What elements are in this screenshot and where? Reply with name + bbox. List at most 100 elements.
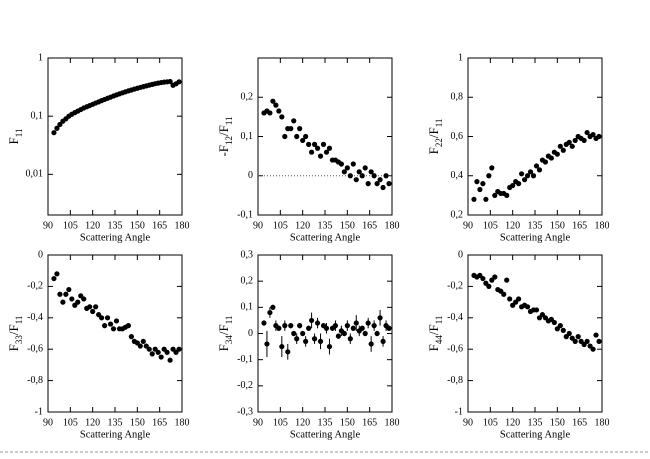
data-point — [270, 98, 276, 104]
x-tick-label: 120 — [85, 417, 100, 428]
y-tick-label: 0 — [248, 170, 253, 181]
data-point — [341, 169, 347, 175]
data-point — [314, 320, 321, 326]
data-point — [368, 341, 374, 347]
y-axis-label: F34/F11 — [216, 316, 234, 352]
data-point — [383, 173, 389, 179]
data-point — [590, 346, 596, 352]
data-point — [110, 326, 117, 332]
data-point — [300, 330, 306, 337]
data-point — [356, 169, 362, 175]
x-tick-label: 90 — [253, 417, 263, 428]
data-point — [344, 323, 350, 329]
data-point — [320, 141, 327, 147]
data-point — [90, 308, 96, 315]
x-tick-label: 120 — [295, 417, 310, 428]
y-tick-label: -0,3 — [237, 406, 253, 417]
data-point — [309, 317, 315, 324]
data-point — [347, 336, 353, 342]
data-point — [504, 277, 510, 283]
y-tick-label: 0,1 — [241, 302, 254, 313]
y-label-subscript: 11 — [14, 129, 24, 138]
data-point — [66, 286, 72, 293]
x-tick-label: 105 — [63, 220, 78, 231]
y-label-subscript: 11 — [434, 119, 444, 128]
x-tick-label: 120 — [505, 220, 520, 231]
data-point — [521, 177, 528, 183]
plot-frame — [47, 254, 183, 413]
y-tick-label: -0,2 — [447, 281, 463, 292]
y-label-part: F — [6, 344, 21, 351]
y-axis-label: F33/F11 — [6, 316, 24, 352]
data-point — [486, 283, 492, 289]
x-tick-label: 105 — [483, 220, 498, 231]
data-point — [344, 165, 350, 171]
data-point — [125, 323, 131, 329]
data-point — [575, 334, 581, 340]
y-tick-label: 0,01 — [26, 169, 44, 180]
data-point — [176, 346, 182, 352]
x-tick-label: 180 — [385, 417, 400, 428]
data-point — [306, 141, 312, 147]
data-point — [57, 291, 63, 297]
data-point — [365, 320, 371, 326]
data-point — [492, 192, 498, 198]
data-point — [504, 192, 510, 198]
x-tick-label: 135 — [108, 220, 123, 231]
y-tick-label: -0,2 — [27, 281, 43, 292]
y-axis-label: F44/F11 — [426, 316, 444, 352]
data-point — [386, 181, 392, 187]
y-tick-label: 0 — [458, 249, 463, 260]
data-point — [303, 338, 309, 344]
x-tick-label: 180 — [385, 220, 400, 231]
data-point — [335, 333, 341, 339]
data-point — [288, 323, 294, 329]
data-point — [261, 320, 267, 326]
data-point — [267, 309, 273, 316]
data-point — [311, 336, 318, 342]
data-point — [104, 315, 111, 321]
x-axis-label: Scattering Angle — [290, 429, 361, 440]
data-point — [291, 330, 297, 337]
data-point — [524, 304, 531, 310]
data-point — [276, 108, 282, 114]
data-point — [380, 184, 386, 191]
data-point — [270, 304, 276, 310]
y-label-subscript: 44 — [434, 335, 444, 345]
data-point — [483, 196, 489, 202]
y-label-subscript: 34 — [224, 335, 234, 345]
data-point — [584, 338, 590, 344]
data-point — [359, 173, 365, 179]
data-point — [113, 318, 120, 324]
data-point — [590, 131, 596, 138]
x-tick-label: 180 — [595, 220, 610, 231]
x-tick-label: 105 — [273, 417, 288, 428]
y-label-part: /F — [426, 324, 441, 335]
data-point — [368, 169, 374, 175]
x-tick-label: 150 — [130, 220, 145, 231]
y-label-subscript: 11 — [224, 316, 234, 325]
data-point — [386, 325, 392, 331]
y-label-subscript: 33 — [14, 335, 24, 345]
y-axis-label: -F12/F11 — [216, 116, 234, 156]
y-tick-label: -0,2 — [237, 380, 253, 391]
x-axis-label: Scattering Angle — [80, 429, 151, 440]
data-point — [353, 320, 359, 326]
data-point — [273, 102, 279, 108]
data-point — [516, 296, 522, 302]
data-point — [75, 299, 81, 305]
data-point — [362, 330, 368, 337]
y-tick-label: -1 — [455, 406, 463, 417]
data-point — [557, 143, 563, 149]
data-point — [297, 126, 303, 132]
y-label-part: F — [426, 344, 441, 351]
y-tick-label: 1 — [458, 52, 463, 63]
data-point — [51, 275, 57, 282]
data-point — [107, 321, 114, 327]
data-point — [311, 141, 318, 147]
data-point — [279, 114, 285, 120]
y-tick-label: 0,2 — [241, 92, 254, 103]
data-point — [99, 315, 105, 321]
data-point — [285, 349, 291, 355]
data-point — [146, 346, 152, 352]
